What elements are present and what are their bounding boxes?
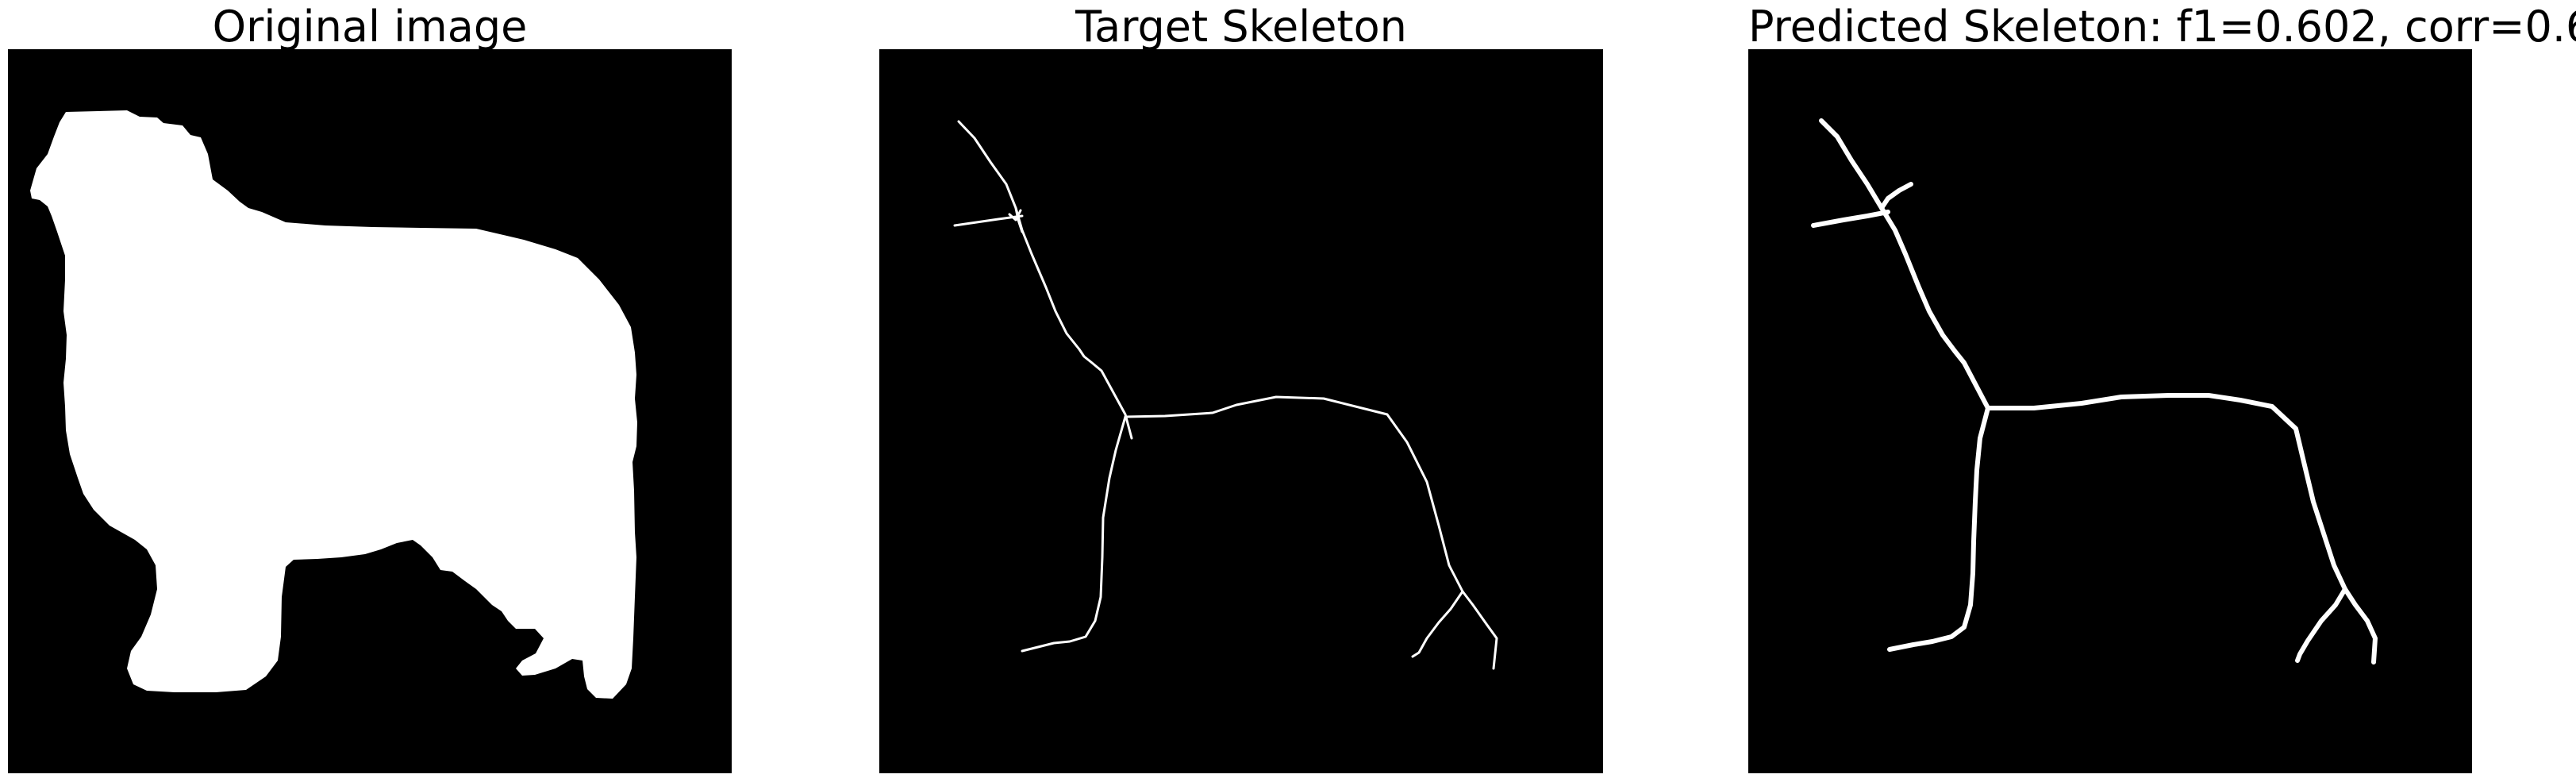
- predicted-skeleton: [1748, 49, 2472, 773]
- dog-silhouette: [8, 49, 732, 773]
- predicted-skeleton-image: [1748, 49, 2472, 773]
- target-skeleton: [879, 49, 1603, 773]
- panel-title-original: Original image: [212, 2, 528, 52]
- panel-title-target: Target Skeleton: [1075, 2, 1407, 52]
- original-image: [8, 49, 732, 773]
- target-skeleton-image: [879, 49, 1603, 773]
- panel-title-predicted: Predicted Skeleton: f1=0.602, corr=0.639: [1748, 2, 2576, 52]
